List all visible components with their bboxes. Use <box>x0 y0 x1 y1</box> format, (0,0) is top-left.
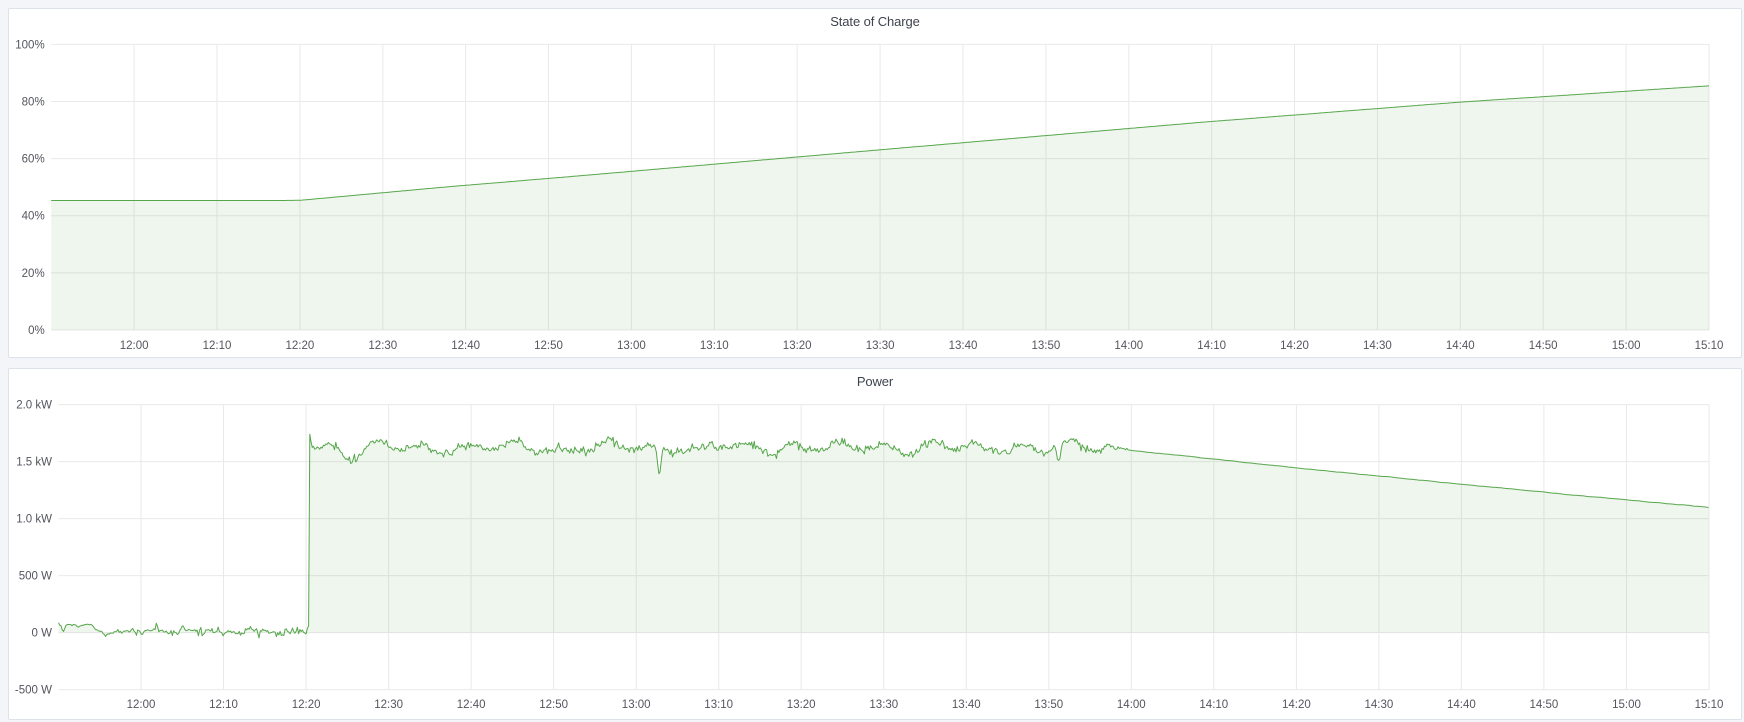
svg-text:14:40: 14:40 <box>1446 340 1475 352</box>
svg-text:14:20: 14:20 <box>1280 340 1309 352</box>
svg-text:13:30: 13:30 <box>866 340 895 352</box>
svg-text:13:10: 13:10 <box>700 340 729 352</box>
svg-text:0 W: 0 W <box>32 628 53 640</box>
svg-text:12:10: 12:10 <box>209 699 238 711</box>
svg-text:40%: 40% <box>22 211 45 223</box>
svg-text:12:20: 12:20 <box>286 340 315 352</box>
svg-text:12:40: 12:40 <box>457 699 486 711</box>
svg-text:20%: 20% <box>22 268 45 280</box>
svg-text:500 W: 500 W <box>19 571 52 583</box>
svg-text:15:00: 15:00 <box>1612 340 1641 352</box>
svg-text:13:30: 13:30 <box>869 699 898 711</box>
svg-text:13:10: 13:10 <box>704 699 733 711</box>
svg-text:12:40: 12:40 <box>451 340 480 352</box>
svg-text:14:10: 14:10 <box>1199 699 1228 711</box>
svg-text:13:20: 13:20 <box>783 340 812 352</box>
svg-text:13:00: 13:00 <box>622 699 651 711</box>
svg-text:12:00: 12:00 <box>120 340 149 352</box>
svg-text:12:50: 12:50 <box>539 699 568 711</box>
svg-text:2.0 kW: 2.0 kW <box>16 400 52 412</box>
svg-text:-500 W: -500 W <box>15 685 52 697</box>
svg-text:13:40: 13:40 <box>952 699 981 711</box>
svg-text:12:10: 12:10 <box>203 340 232 352</box>
svg-text:14:00: 14:00 <box>1117 699 1146 711</box>
svg-text:13:00: 13:00 <box>617 340 646 352</box>
svg-text:1.5 kW: 1.5 kW <box>16 457 52 469</box>
svg-text:15:10: 15:10 <box>1695 340 1724 352</box>
svg-text:15:00: 15:00 <box>1612 699 1641 711</box>
svg-text:13:20: 13:20 <box>787 699 816 711</box>
svg-text:12:20: 12:20 <box>292 699 321 711</box>
svg-text:14:20: 14:20 <box>1282 699 1311 711</box>
svg-text:13:40: 13:40 <box>949 340 978 352</box>
svg-text:14:30: 14:30 <box>1365 699 1394 711</box>
svg-text:14:10: 14:10 <box>1197 340 1226 352</box>
svg-text:12:50: 12:50 <box>534 340 563 352</box>
svg-text:14:00: 14:00 <box>1114 340 1143 352</box>
svg-text:12:00: 12:00 <box>127 699 156 711</box>
svg-text:12:30: 12:30 <box>374 699 403 711</box>
svg-text:14:50: 14:50 <box>1529 340 1558 352</box>
svg-text:80%: 80% <box>22 96 45 108</box>
svg-text:1.0 kW: 1.0 kW <box>16 514 52 526</box>
svg-text:100%: 100% <box>15 39 44 51</box>
svg-text:14:40: 14:40 <box>1447 699 1476 711</box>
svg-text:14:30: 14:30 <box>1363 340 1392 352</box>
svg-text:13:50: 13:50 <box>1032 340 1061 352</box>
svg-text:15:10: 15:10 <box>1695 699 1724 711</box>
svg-text:13:50: 13:50 <box>1034 699 1063 711</box>
svg-text:0%: 0% <box>28 325 45 337</box>
svg-text:60%: 60% <box>22 154 45 166</box>
svg-text:14:50: 14:50 <box>1530 699 1559 711</box>
svg-text:12:30: 12:30 <box>368 340 397 352</box>
